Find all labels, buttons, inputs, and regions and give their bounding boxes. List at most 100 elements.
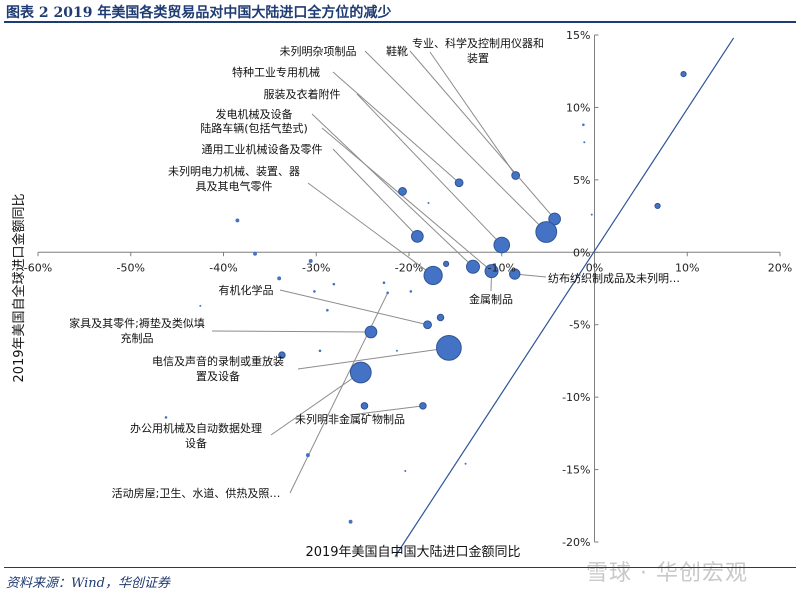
x-tick-label: 0% <box>586 261 603 274</box>
data-point <box>308 259 313 263</box>
annotation-line: 通用工业机械设备及零件 <box>202 142 323 156</box>
annotation-line: 设备 <box>185 436 207 450</box>
data-point <box>423 320 432 330</box>
data-point <box>680 71 687 78</box>
data-point <box>493 236 511 254</box>
y-tick-labels: 15% 10% 5% 0% -5% -10% -15% -20% <box>562 29 590 549</box>
x-tick-labels: -60% -50% -40% -30% -20% -10% 0% 10% 20% <box>24 261 792 274</box>
annotation-line: 未列明电力机械、装置、器 <box>168 164 300 178</box>
x-tick-label: -50% <box>117 261 145 274</box>
title-rule <box>4 21 796 23</box>
annotation-leader <box>270 372 362 436</box>
data-point <box>349 361 372 384</box>
annotation-line: 纺布纺织制成品及未列明… <box>548 271 680 285</box>
y-tick-label: -15% <box>562 464 590 477</box>
data-point <box>436 313 445 322</box>
x-tick-label: 20% <box>768 261 792 274</box>
watermark-text: 雪球 · 华创宏观 <box>586 561 748 586</box>
y-tick-label: -20% <box>562 536 590 549</box>
data-point <box>464 462 467 465</box>
data-point <box>199 304 202 307</box>
annotation-label: 未列明电力机械、装置、器具及其电气零件 <box>168 164 300 193</box>
annotation-line: 专业、科学及控制用仪器和 <box>412 36 544 50</box>
data-point <box>404 470 407 473</box>
annotation-line: 陆路车辆(包括气垫式) <box>200 121 308 135</box>
axes <box>37 34 781 543</box>
annotation-line: 未列明杂项制品 <box>280 44 357 58</box>
figure-title: 图表 2 2019 年美国各类贸易品对中国大陆进口全方位的减少 <box>6 5 392 21</box>
x-tick-label: -60% <box>24 261 52 274</box>
y-tick-label: -5% <box>569 319 590 332</box>
annotation-label: 鞋靴 <box>386 44 408 58</box>
x-tick-label: -20% <box>395 261 423 274</box>
annotation-line: 办公用机械及自动数据处理 <box>130 421 262 435</box>
data-point <box>364 325 378 339</box>
x-axis-title: 2019年美国自中国大陆进口金额同比 <box>305 544 520 560</box>
data-point <box>409 290 413 293</box>
data-point <box>326 308 329 312</box>
annotation-leader <box>311 113 474 268</box>
y-tick-label: 15% <box>566 29 590 42</box>
data-point <box>436 335 462 361</box>
annotation-line: 置及设备 <box>196 369 240 383</box>
annotation-label: 有机化学品 <box>219 283 274 297</box>
bottom-rule <box>4 567 796 568</box>
data-points <box>164 71 687 524</box>
annotation-label: 金属制品 <box>469 292 513 306</box>
data-point <box>509 268 521 280</box>
data-point <box>164 416 168 419</box>
data-point <box>277 276 282 281</box>
data-point <box>305 453 310 458</box>
data-point <box>590 213 593 216</box>
annotation-line: 特种工业专用机械 <box>232 65 320 79</box>
data-point <box>484 264 499 279</box>
y-tick-label: -10% <box>562 391 590 404</box>
x-tick-label: 10% <box>675 261 699 274</box>
source-note: 资料来源：Wind，华创证券 <box>6 576 170 591</box>
annotation-leader <box>279 289 428 326</box>
annotation-line: 服装及衣着附件 <box>264 87 341 101</box>
x-tick-label: -10% <box>488 261 516 274</box>
data-point <box>398 187 407 196</box>
annotation-line: 金属制品 <box>469 292 513 306</box>
annotation-label: 办公用机械及自动数据处理设备 <box>130 421 262 450</box>
annotation-leader <box>349 405 423 416</box>
annotation-leader <box>332 71 460 184</box>
annotation-line: 家具及其零件;褥垫及类似填 <box>69 316 205 330</box>
annotation-leader <box>297 347 449 370</box>
data-point <box>386 291 389 295</box>
annotation-line: 活动房屋;卫生、水道、供热及照… <box>112 486 281 500</box>
y-axis-title: 2019年美国自全球进口金额同比 <box>11 193 27 382</box>
annotations: 专业、科学及控制用仪器和装置鞋靴未列明杂项制品特种工业专用机械服装及衣着附件发电… <box>69 36 680 500</box>
data-point <box>548 212 561 226</box>
annotation-line: 电信及声音的录制或重放装 <box>152 354 284 368</box>
annotation-leader <box>307 182 434 276</box>
data-point <box>583 141 586 144</box>
diagonal-line <box>394 37 735 557</box>
annotation-label: 未列明非金属矿物制品 <box>295 412 405 426</box>
annotation-line: 装置 <box>467 52 489 65</box>
annotation-leader <box>429 51 517 176</box>
data-point <box>253 251 257 256</box>
reference-line <box>394 37 735 557</box>
annotation-label: 家具及其零件;褥垫及类似填充制品 <box>69 316 205 345</box>
annotation-leader <box>332 148 418 237</box>
y-tick-label: 0% <box>573 246 590 259</box>
y-tick-label: 5% <box>573 174 590 187</box>
annotation-label: 活动房屋;卫生、水道、供热及照… <box>112 486 281 500</box>
annotation-leader <box>289 292 389 494</box>
data-point <box>654 202 661 210</box>
data-point <box>332 282 336 286</box>
annotation-label: 特种工业专用机械 <box>232 65 320 79</box>
data-point <box>443 260 450 267</box>
data-point <box>360 402 369 410</box>
annotation-label: 专业、科学及控制用仪器和装置 <box>412 36 544 65</box>
data-point <box>318 349 322 353</box>
annotation-leader <box>364 50 547 233</box>
y-tick-label: 10% <box>566 101 590 114</box>
data-point <box>395 349 398 352</box>
annotation-label: 通用工业机械设备及零件 <box>202 142 323 156</box>
data-point <box>465 259 480 274</box>
data-point <box>235 218 240 223</box>
